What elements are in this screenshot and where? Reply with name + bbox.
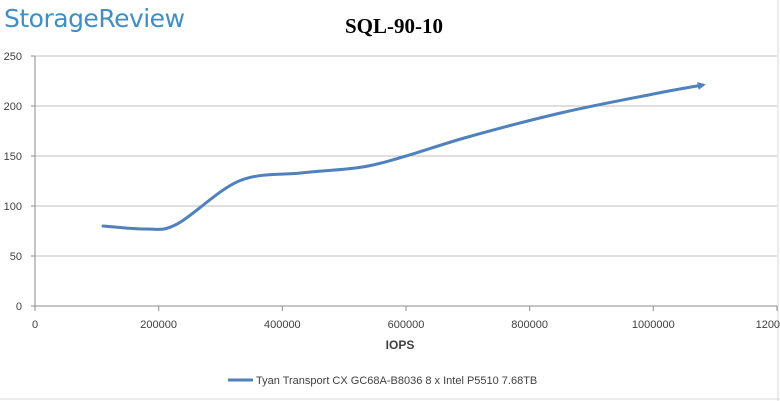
y-tick-label: 250: [4, 51, 22, 63]
legend-label: Tyan Transport CX GC68A-B8036 8 x Intel …: [256, 375, 537, 387]
x-tick-label: 0: [32, 319, 38, 331]
x-axis-title: IOPS: [386, 338, 415, 352]
y-tick-label: 150: [4, 151, 22, 163]
chart-title: SQL-90-10: [344, 14, 443, 38]
x-tick-label: 200000: [140, 319, 177, 331]
y-tick-label: 50: [10, 251, 22, 263]
y-tick-label: 200: [4, 101, 22, 113]
x-tick-label: 400000: [264, 319, 301, 331]
x-tick-label: 800000: [511, 319, 548, 331]
x-tick-label: 1000000: [632, 319, 675, 331]
y-tick-label: 100: [4, 201, 22, 213]
x-tick-label: 1200000: [756, 319, 780, 331]
series-end-arrow: [697, 81, 706, 90]
logo: StorageReview: [4, 4, 185, 33]
x-tick-label: 600000: [388, 319, 425, 331]
y-tick-label: 0: [16, 301, 22, 313]
series-line: [101, 83, 705, 231]
